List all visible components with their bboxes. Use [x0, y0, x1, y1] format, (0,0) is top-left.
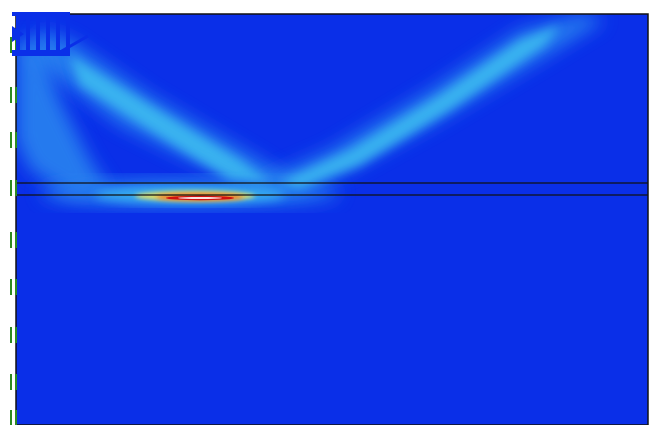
- left-band-core: [70, 55, 270, 182]
- left-edge-band: [16, 40, 110, 195]
- applied-load-icon: [12, 12, 89, 56]
- load-arrow: [12, 26, 24, 42]
- plot-frame: [15, 13, 649, 425]
- load-arrow: [59, 34, 89, 54]
- hotspot-peak: [178, 197, 222, 199]
- left-diagonal-band: [30, 30, 300, 190]
- stress-bands: [16, 14, 605, 207]
- load-arrow: [12, 50, 70, 56]
- right-band-core: [280, 25, 560, 188]
- load-arrow: [12, 12, 70, 16]
